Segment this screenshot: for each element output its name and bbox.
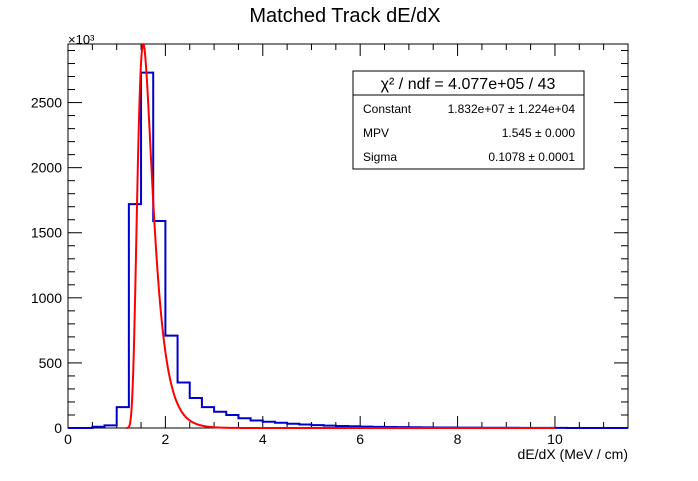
y-tick-label: 1000	[31, 290, 62, 306]
y-tick-label: 2500	[31, 95, 62, 111]
x-tick-label: 8	[454, 431, 462, 447]
fit-stats-constant-value: 1.832e+07 ± 1.224e+04	[448, 102, 576, 116]
fit-stats-sigma-value: 0.1078 ± 0.0001	[488, 150, 575, 164]
fit-stats-mpv-name: MPV	[363, 126, 389, 140]
fit-stats-constant-name: Constant	[363, 102, 412, 116]
y-axis-ticks: 0 500 1000 1500 2000 2500	[31, 50, 628, 436]
fit-stats-mpv-value: 1.545 ± 0.000	[502, 126, 576, 140]
x-tick-label: 6	[356, 431, 364, 447]
y-tick-label: 1500	[31, 225, 62, 241]
chart-title: Matched Track dE/dX	[249, 5, 440, 27]
y-tick-label: 500	[39, 355, 63, 371]
landau-fit-curve	[126, 43, 555, 429]
fit-stats-chi2: χ² / ndf = 4.077e+05 / 43	[381, 76, 556, 93]
y-multiplier-label: ×10³	[68, 32, 95, 47]
x-tick-label: 10	[547, 431, 563, 447]
x-tick-label: 4	[259, 431, 267, 447]
x-axis-label: dE/dX (MeV / cm)	[518, 446, 628, 462]
fit-stats-frame	[352, 70, 585, 170]
x-tick-label: 2	[161, 431, 169, 447]
y-tick-label: 0	[54, 420, 62, 436]
x-tick-label: 0	[64, 431, 72, 447]
y-tick-label: 2000	[31, 160, 62, 176]
fit-stats-box: χ² / ndf = 4.077e+05 / 43 Constant 1.832…	[352, 70, 585, 170]
fit-stats-sigma-name: Sigma	[363, 150, 397, 164]
